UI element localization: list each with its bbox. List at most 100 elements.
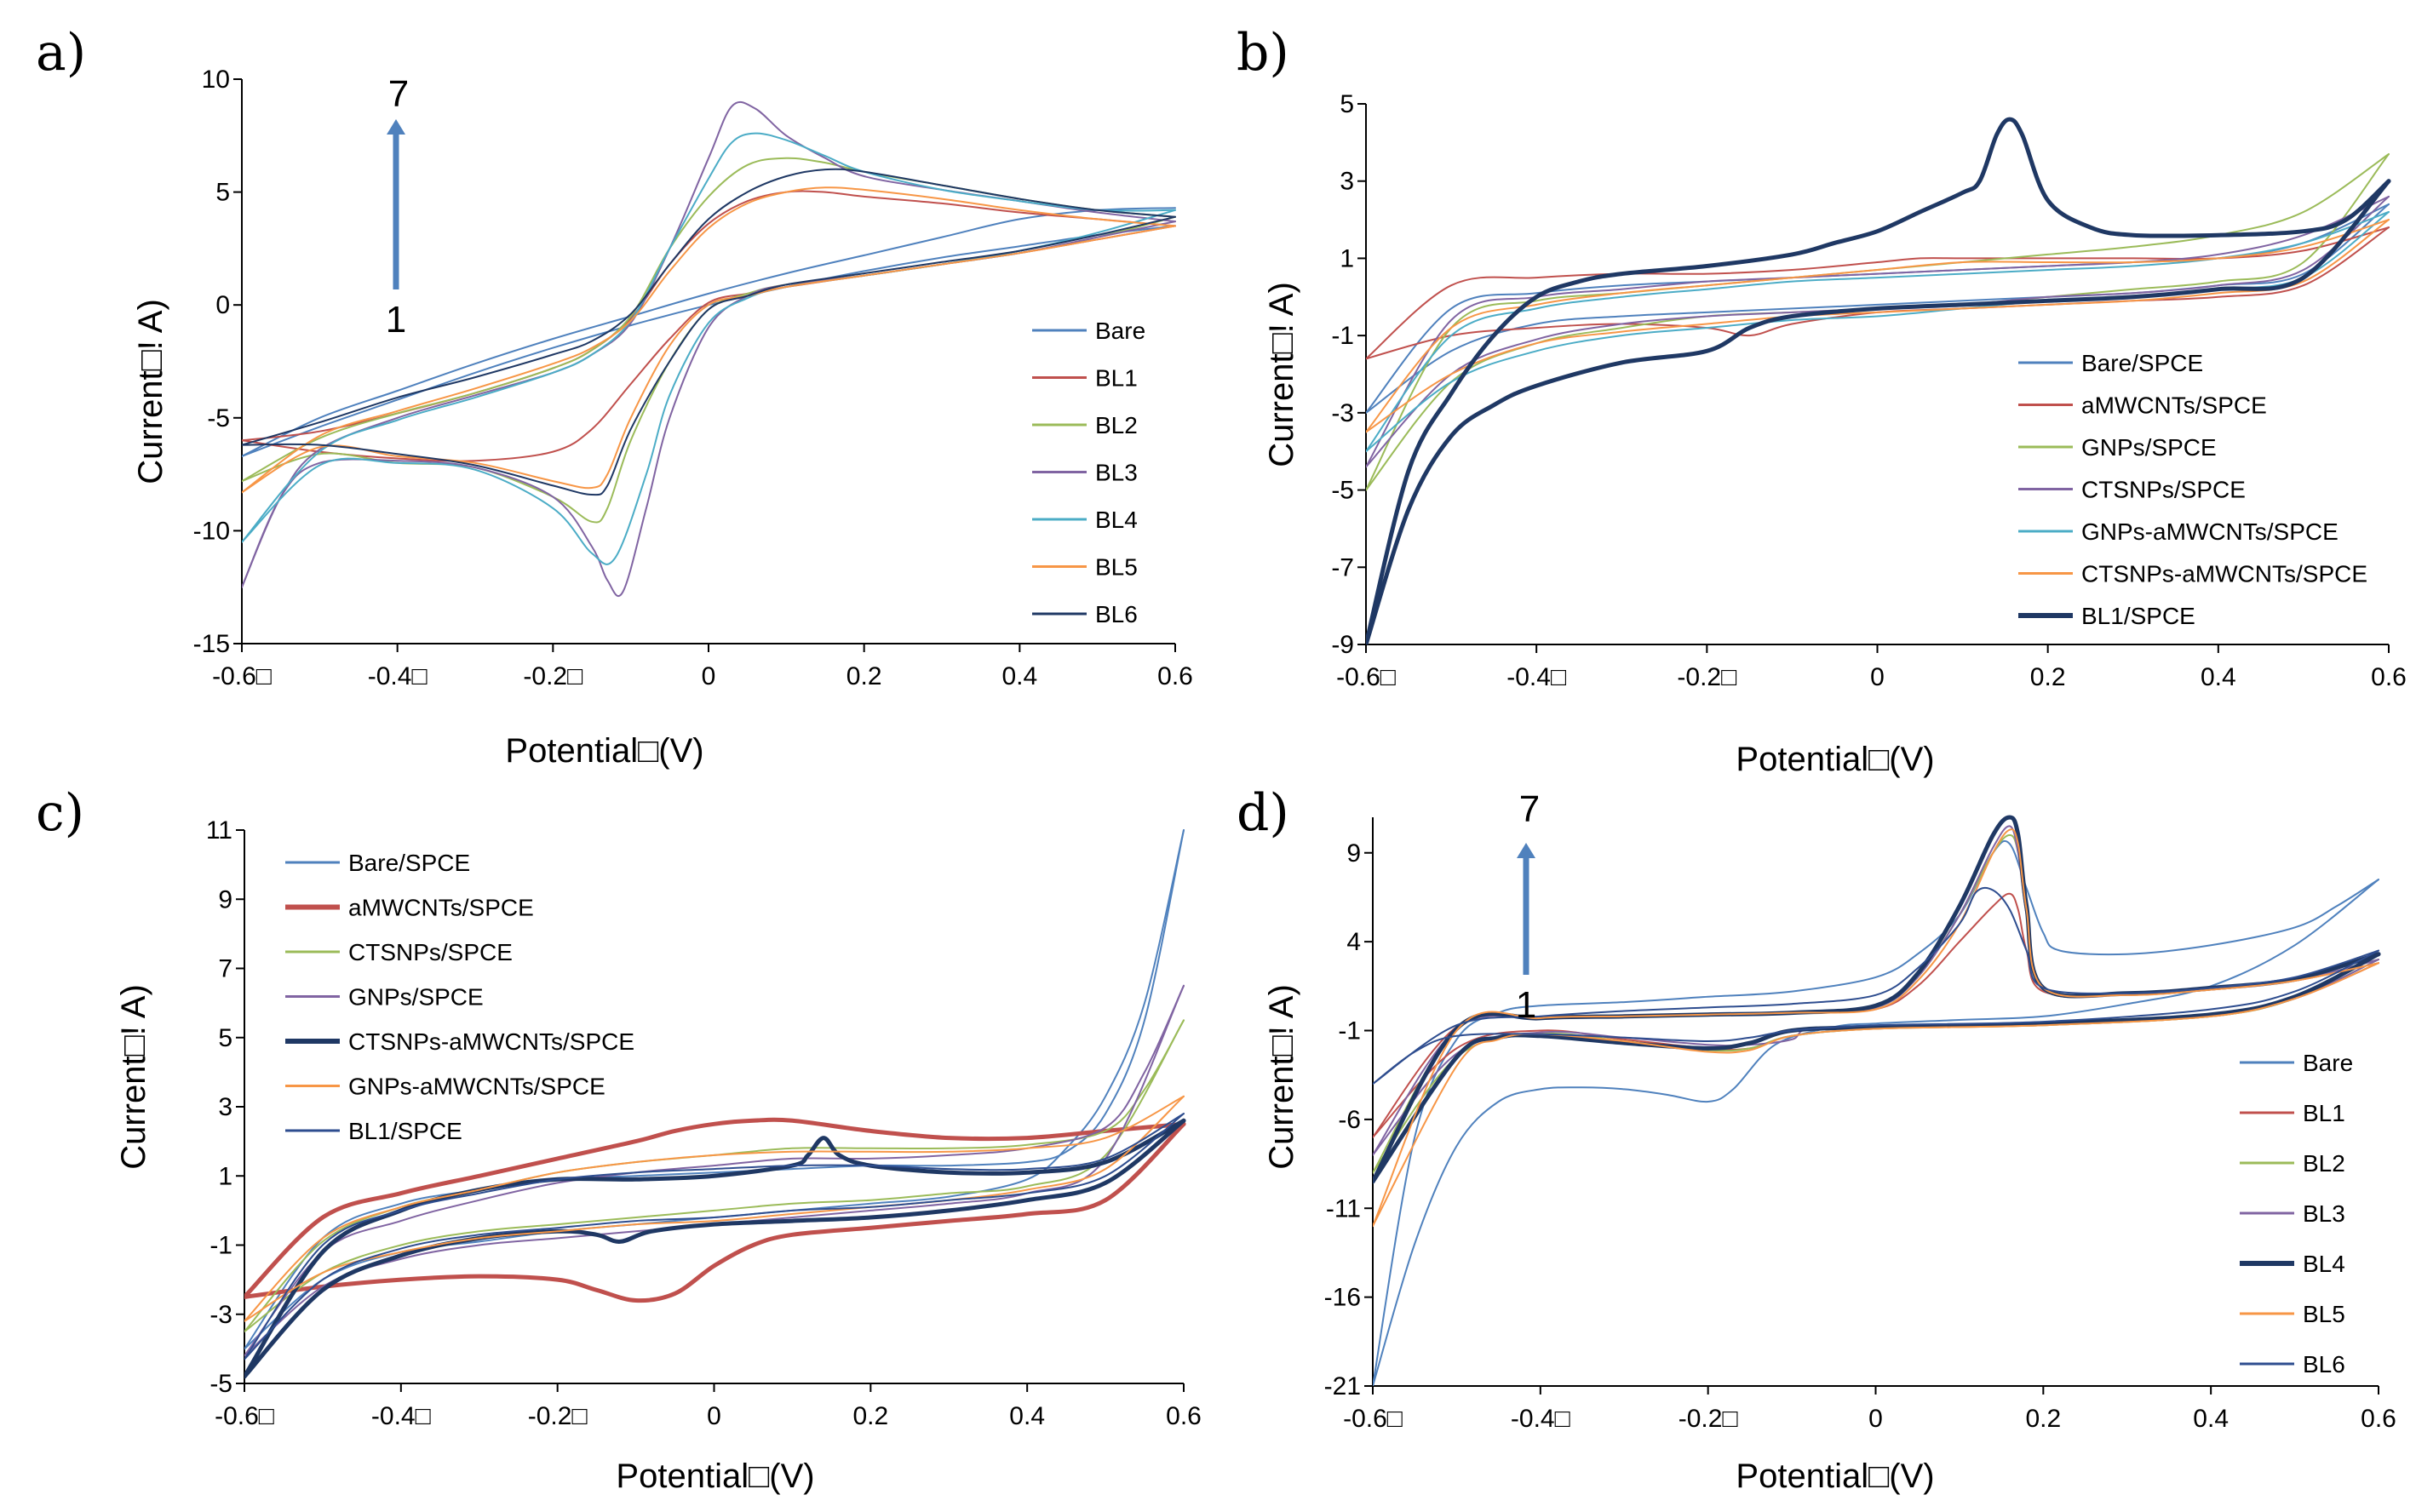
panel-b-y-tick-label: -5 (1331, 477, 1354, 505)
panel-d-legend-label-bl5: BL5 (2303, 1301, 2345, 1327)
panel-d-y-tick-label: 4 (1346, 928, 1361, 956)
panel-b-x-tick-label: -0.4□ (1506, 663, 1567, 691)
panel-b-legend-label-amwcnts-spce: aMWCNTs/SPCE (2081, 392, 2267, 419)
panel-a-y-tick-label: 0 (215, 291, 230, 319)
panel-c-x-tick-label: -0.4□ (371, 1402, 432, 1430)
panel-c-legend-label-bl1-spce: BL1/SPCE (348, 1118, 462, 1144)
panel-a-x-axis-title: Potential□(V) (505, 732, 703, 770)
panel-b-y-tick-label: -1 (1331, 322, 1354, 350)
panel-c-y-tick-label: -5 (209, 1370, 232, 1398)
panel-b-y-tick-label: -9 (1331, 631, 1354, 659)
panel-c-label: c) (36, 783, 84, 843)
panel-b-y-tick-label: -3 (1331, 399, 1354, 427)
figure: a) 1050-5-10-15-0.6□ -0.4□ -0.2□ 0 0.2 0.4 0.6… (0, 0, 2416, 1512)
panel-a-legend-label-bl6: BL6 (1095, 601, 1138, 627)
panel-d-x-tick-label: 0.6 (2361, 1405, 2396, 1433)
panel-b-y-tick-label: 1 (1340, 244, 1354, 272)
panel-c-legend-label-amwcnts-spce: aMWCNTs/SPCE (348, 895, 534, 921)
panel-a-x-tick-label: 0.6 (1157, 662, 1193, 690)
panel-a-y-tick-label: 10 (202, 66, 230, 94)
panel-b-x-tick-label: 0.6 (2371, 663, 2407, 691)
panel-c-legend-label-bare-spce: Bare/SPCE (348, 850, 470, 876)
panel-d-y-tick-label: -21 (1324, 1372, 1361, 1400)
panel-c-y-tick-label: 1 (218, 1162, 232, 1190)
panel-a-x-tick-label: 0.2 (846, 662, 882, 690)
panel-d-legend-label-bl2: BL2 (2303, 1150, 2345, 1177)
panel-b-y-tick-label: -7 (1331, 553, 1354, 581)
panel-c-legend-label-gnps-spce: GNPs/SPCE (348, 984, 484, 1011)
panel-a-y-tick-label: -15 (193, 630, 230, 658)
panel-b-x-tick-label: 0 (1870, 663, 1885, 691)
figure-background (0, 0, 2416, 1512)
panel-a-arrow-top-label: 7 (388, 73, 409, 115)
panel-a-legend-label-bare: Bare (1095, 318, 1145, 344)
panel-b-x-tick-label: 0.2 (2030, 663, 2066, 691)
panel-a-y-tick-label: -10 (193, 517, 230, 545)
panel-d-arrow-bottom-label: 1 (1516, 984, 1536, 1026)
panel-c-x-tick-label: -0.2□ (528, 1402, 588, 1430)
panel-b-y-tick-label: 5 (1340, 90, 1354, 118)
panel-c-legend-label-gnps-amwcnts-spce: GNPs-aMWCNTs/SPCE (348, 1074, 605, 1100)
panel-b-legend-label-bl1-spce: BL1/SPCE (2081, 603, 2195, 629)
panel-a-label: a) (36, 23, 86, 83)
panel-d-arrow-top-label: 7 (1519, 788, 1540, 830)
panel-d-x-tick-label: -0.6□ (1343, 1405, 1403, 1433)
panel-c-y-tick-label: 9 (218, 885, 232, 914)
panel-b-y-axis-title: Current□! A) (1263, 282, 1300, 467)
panel-c-legend-label-ctsnps-spce: CTSNPs/SPCE (348, 939, 513, 965)
panel-b-legend-label-ctsnps-spce: CTSNPs/SPCE (2081, 477, 2246, 503)
panel-c-x-tick-label: 0 (707, 1402, 721, 1430)
panel-b-y-tick-label: 3 (1340, 168, 1354, 196)
panel-d-legend-label-bl3: BL3 (2303, 1200, 2345, 1227)
panel-d-y-tick-label: -1 (1338, 1017, 1361, 1045)
panel-d-legend-label-bare: Bare (2303, 1050, 2353, 1076)
panel-c-x-tick-label: 0.4 (1009, 1402, 1045, 1430)
panel-d-y-tick-label: -16 (1324, 1284, 1361, 1312)
panel-d-y-tick-label: -6 (1338, 1106, 1361, 1134)
panel-a-y-axis-title: Current□! A) (132, 299, 169, 484)
panel-a-legend-label-bl5: BL5 (1095, 554, 1138, 581)
panel-d-x-tick-label: -0.4□ (1511, 1405, 1571, 1433)
panel-b-legend-label-gnps-spce: GNPs/SPCE (2081, 434, 2217, 461)
panel-d-y-axis-title: Current□! A) (1263, 984, 1300, 1170)
panel-d-y-tick-label: -11 (1326, 1194, 1361, 1223)
panel-a-y-tick-label: -5 (207, 404, 230, 432)
panel-c-y-tick-label: 3 (218, 1093, 232, 1121)
panel-c-y-tick-label: 7 (218, 955, 232, 983)
panel-a-arrow-bottom-label: 1 (386, 299, 406, 341)
panel-d-x-tick-label: 0 (1868, 1405, 1883, 1433)
panel-b-x-axis-title: Potential□(V) (1736, 741, 1934, 778)
panel-c-y-tick-label: -3 (209, 1301, 232, 1329)
panel-b-legend-label-ctsnps-amwcnts-spce: CTSNPs-aMWCNTs/SPCE (2081, 561, 2367, 587)
panel-d-x-axis-title: Potential□(V) (1736, 1458, 1934, 1495)
panel-b-x-tick-label: 0.4 (2201, 663, 2236, 691)
panel-c-y-axis-title: Current□! A) (115, 984, 152, 1170)
panel-d-y-tick-label: 9 (1346, 839, 1361, 868)
panel-d-x-tick-label: 0.4 (2193, 1405, 2229, 1433)
panel-b-x-tick-label: -0.2□ (1677, 663, 1737, 691)
panel-a-x-tick-label: 0.4 (1001, 662, 1037, 690)
panel-c-y-tick-label: 5 (218, 1024, 232, 1052)
panel-d-legend-label-bl6: BL6 (2303, 1351, 2345, 1377)
panel-b-legend-label-bare-spce: Bare/SPCE (2081, 350, 2203, 376)
panel-a-y-tick-label: 5 (215, 179, 230, 207)
panel-d-x-tick-label: -0.2□ (1679, 1405, 1739, 1433)
panel-a-legend-label-bl2: BL2 (1095, 412, 1138, 438)
panel-a-legend-label-bl3: BL3 (1095, 460, 1138, 486)
panel-c-x-tick-label: 0.2 (852, 1402, 888, 1430)
panel-b-legend-label-gnps-amwcnts-spce: GNPs-aMWCNTs/SPCE (2081, 518, 2339, 545)
panel-a-x-tick-label: -0.6□ (212, 662, 273, 690)
panel-c-x-axis-title: Potential□(V) (616, 1458, 814, 1495)
panel-c-x-tick-label: -0.6□ (215, 1402, 275, 1430)
panel-c-x-tick-label: 0.6 (1166, 1402, 1202, 1430)
panel-d-x-tick-label: 0.2 (2025, 1405, 2061, 1433)
panel-d-label: d) (1237, 783, 1289, 843)
panel-d-legend-label-bl1: BL1 (2303, 1100, 2345, 1126)
panel-a-legend-label-bl1: BL1 (1095, 365, 1138, 392)
panel-c-y-tick-label: -1 (209, 1232, 232, 1260)
panel-b-x-tick-label: -0.6□ (1336, 663, 1397, 691)
panel-c-y-tick-label: 11 (206, 816, 232, 845)
panel-a-x-tick-label: 0 (702, 662, 716, 690)
panel-a-x-tick-label: -0.2□ (523, 662, 583, 690)
panel-b-label: b) (1237, 23, 1289, 83)
